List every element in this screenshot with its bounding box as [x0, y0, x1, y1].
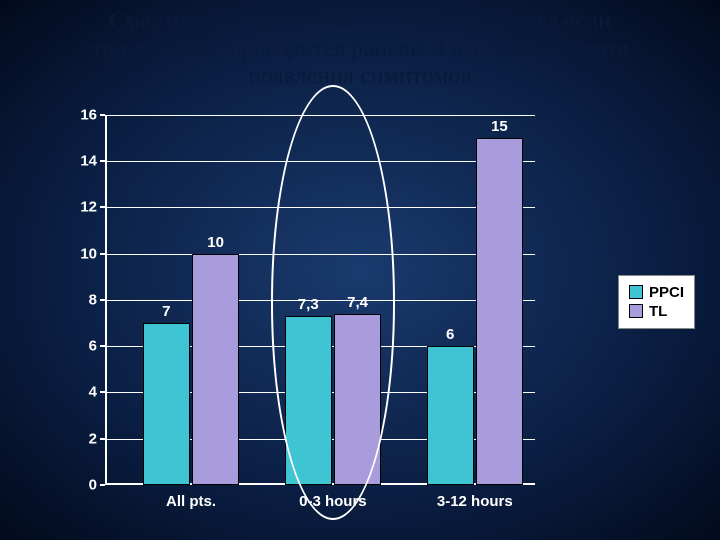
y-tick-label: 2: [89, 430, 97, 447]
y-tick-label: 4: [89, 384, 97, 401]
bar: 6: [427, 346, 474, 485]
bar: 15: [476, 138, 523, 485]
legend-swatch: [629, 304, 643, 318]
y-tick-mark: [100, 206, 105, 208]
bar-value-label: 10: [207, 234, 224, 251]
chart-area: 7107,37,4615 0246810121416All pts.0-3 ho…: [0, 95, 720, 535]
y-tick-mark: [100, 438, 105, 440]
title-line: появления симптомов: [20, 63, 700, 91]
y-tick-mark: [100, 345, 105, 347]
chart-title: Смертность в сравнении с ПЧКВ одинакова …: [0, 0, 720, 95]
category-label: All pts.: [166, 493, 216, 510]
y-tick-mark: [100, 114, 105, 116]
y-tick-label: 10: [80, 245, 97, 262]
legend: PPCI TL: [618, 275, 695, 329]
legend-item: PPCI: [629, 284, 684, 301]
y-tick-mark: [100, 253, 105, 255]
legend-swatch: [629, 285, 643, 299]
y-tick-mark: [100, 391, 105, 393]
bar: 10: [192, 254, 239, 485]
y-tick-label: 8: [89, 291, 97, 308]
y-tick-label: 12: [80, 199, 97, 216]
legend-label: PPCI: [649, 284, 684, 301]
legend-label: TL: [649, 303, 667, 320]
bar: 7: [143, 323, 190, 485]
bar-value-label: 6: [446, 326, 454, 343]
category-label: 0-3 hours: [299, 493, 367, 510]
y-tick-label: 16: [80, 106, 97, 123]
y-tick-label: 6: [89, 338, 97, 355]
y-tick-label: 14: [80, 153, 97, 170]
bar-value-label: 7: [162, 303, 170, 320]
title-line: Смертность в сравнении с ПЧКВ одинакова …: [20, 8, 700, 36]
title-line: тромболизис проводится раньше 3 часов от…: [20, 36, 700, 64]
plot-area: 7107,37,4615 0246810121416All pts.0-3 ho…: [105, 115, 535, 485]
highlight-ellipse: [271, 85, 396, 520]
legend-item: TL: [629, 303, 684, 320]
bar-value-label: 15: [491, 118, 508, 135]
y-tick-mark: [100, 299, 105, 301]
y-tick-mark: [100, 484, 105, 486]
category-label: 3-12 hours: [437, 493, 513, 510]
y-tick-label: 0: [89, 476, 97, 493]
y-tick-mark: [100, 160, 105, 162]
